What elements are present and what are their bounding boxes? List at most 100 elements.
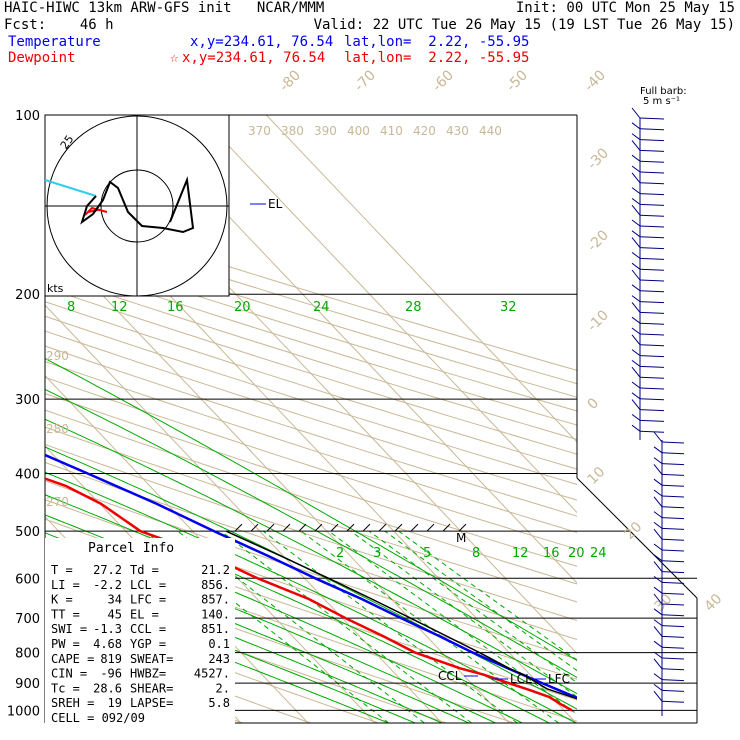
wind-barb-flag [653,528,663,540]
wind-barb-flag [631,399,641,410]
dry-adiabat [45,580,447,723]
dry-adiabat [45,273,577,441]
theta-label: 380 [281,124,304,138]
level-annotation: LFC [548,672,570,686]
parcel-info-cell: YGP = [130,637,166,651]
parcel-info-cell: SREH = [51,696,94,710]
parcel-info-cell: 21.2 [201,563,230,577]
mixing-ratio-label: 32 [500,300,517,315]
parcel-info-cell: Tc = [51,681,80,695]
parcel-info-cell: Td = [130,563,159,577]
wind-barb [661,527,685,530]
freezing-hatch [394,523,403,532]
wind-barb [639,333,665,336]
wind-barb [639,149,665,152]
parcel-info-cell: 856. [201,578,230,592]
mixing-ratio-label: 16 [167,300,184,315]
pressure-tick-label: 100 [15,109,40,124]
wind-barb-flag [653,651,663,659]
wind-barb-flag [631,154,641,162]
freezing-hatch [266,523,275,532]
parcel-info-cell: LAPSE= [130,696,173,710]
parcel-info-cell: 140. [201,607,230,621]
parcel-info-cell: LCL = [130,578,166,592]
wind-barb-flag [653,586,663,594]
parcel-info-cell: SHEAR= [130,681,173,695]
wind-barb [639,376,665,379]
wind-barb-flag [653,690,663,702]
parcel-info-cell: 243 [208,652,230,666]
wind-barb-flag [631,349,641,357]
isotherm-label: -60 [430,67,457,94]
dewpoint-trace [45,477,573,712]
isotherm-label: 0 [585,395,603,413]
parcel-info-cell: LFC = [130,593,166,607]
wind-barb-flag [631,165,641,173]
parcel-info-cell: 819 [100,652,122,666]
freezing-hatch [314,523,323,532]
wind-barb [661,452,685,455]
level-annotation: CCL [438,669,462,683]
parcel-info-cell: CCL = [130,622,166,636]
parcel-info-cell: CIN = [51,667,87,681]
wind-barb-flag [631,295,641,303]
init-time: Init: 00 UTC Mon 25 May 15 [515,0,735,16]
wind-barb-flag [653,608,663,616]
level-annotation: EL [268,197,283,211]
mixing-ratio-label: 28 [405,300,422,315]
wind-barb-flag [653,593,663,605]
isotherm-label: -20 [585,227,612,254]
wind-barb-flag [631,251,641,259]
mixing-ratio-label: 12 [111,300,128,315]
wind-barb [661,517,685,520]
theta-label: 290 [46,349,69,363]
wind-barb-flag [631,302,641,313]
parcel-info-cell: 34 [108,593,122,607]
wind-barb-flag [631,107,641,119]
wind-barb [639,236,665,239]
wind-barb [639,203,665,206]
wind-barb [661,689,685,692]
wind-barb-flag [653,658,663,670]
wind-barb [639,322,665,325]
wind-barb [639,171,665,174]
parcel-trace [225,530,577,700]
wind-barb [639,268,665,271]
wind-barb [639,193,665,196]
wind-barb-flag [653,446,663,454]
parcel-info-cell: 45 [108,607,122,621]
freezing-hatch [426,523,435,532]
wind-barb-flag [653,640,663,648]
freezing-hatch [250,523,259,532]
wind-barb [639,247,665,250]
wind-barb-flag [631,316,641,324]
parcel-info-cell: 4.68 [93,637,122,651]
dry-adiabat [45,259,577,426]
pressure-tick-label: 500 [15,525,40,540]
star-icon: ☆ [170,50,179,66]
wind-barb [639,290,665,293]
parcel-info-cell: T = [51,563,73,577]
parcel-info-cell: 851. [201,622,230,636]
isotherm-label: 30 [652,591,676,615]
wind-barb [661,603,685,606]
wind-barb [639,311,665,314]
mixing-ratio-label: 2 [336,546,344,561]
wind-barb [639,160,665,163]
wind-barb-flag [631,133,641,141]
hodograph-trace-upper [80,176,195,234]
wind-barb-flag [653,576,663,583]
pressure-tick-label: 600 [15,572,40,587]
wind-barb [661,668,685,671]
isotherm-label: 40 [702,591,726,615]
isotherm-line [199,115,577,514]
wind-barb-flag [631,197,641,205]
isotherm-label: -30 [585,145,612,172]
wind-barb [661,592,685,595]
wind-barb [639,225,665,228]
mixing-ratio-label: 16 [543,546,560,561]
wind-barb-flag [631,366,641,378]
isotherm-label: 10 [585,464,609,488]
mixing-ratio-line [177,530,425,723]
